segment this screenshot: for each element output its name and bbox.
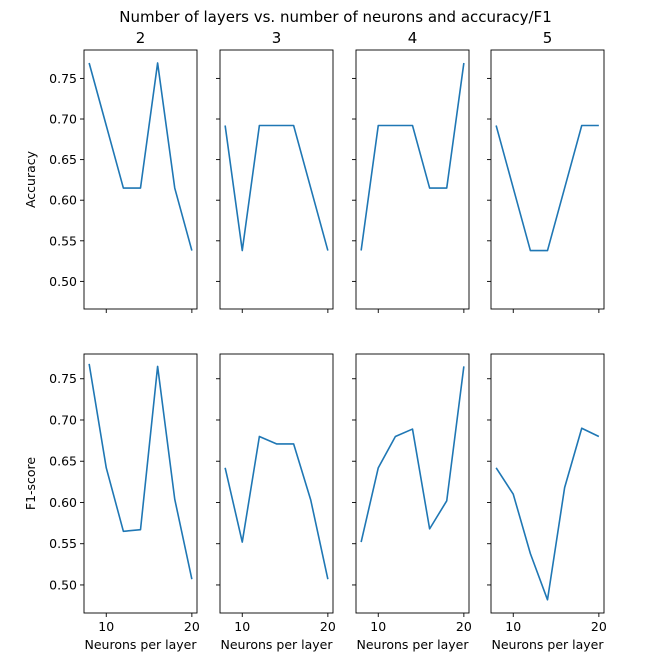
x-axis-label: Neurons per layer (357, 637, 470, 652)
x-axis-label: Neurons per layer (85, 637, 198, 652)
axes-frame-r1-c4 (490, 49, 605, 310)
x-axis-label: Neurons per layer (492, 637, 605, 652)
series-line-r2-c3 (360, 366, 465, 543)
y-tick-label: 0.60 (49, 495, 77, 510)
series-line-r1-c2 (224, 124, 329, 252)
panel-title: 3 (272, 29, 282, 47)
axes-frame-r2-c3 (355, 353, 470, 614)
series-line-r2-c1 (88, 363, 193, 580)
series-line-r1-c4 (495, 124, 599, 252)
panel-title: 2 (136, 29, 146, 47)
y-tick-label: 0.65 (49, 152, 77, 167)
x-tick-label: 20 (184, 619, 200, 634)
panel-title: 5 (543, 29, 553, 47)
panel-title: 4 (408, 29, 418, 47)
series-line-r1-c1 (88, 62, 193, 251)
x-axis-label: Neurons per layer (221, 637, 334, 652)
x-tick-label: 10 (234, 619, 250, 634)
y-tick-label: 0.65 (49, 454, 77, 469)
x-tick-label: 10 (98, 619, 114, 634)
axes-frame-r2-c1 (83, 353, 198, 614)
series-line-r2-c4 (495, 427, 600, 601)
axes-frame-r2-c2 (219, 353, 334, 614)
y-tick-label: 0.70 (49, 412, 77, 427)
x-tick-label: 10 (370, 619, 386, 634)
y-axis-label: F1-score (23, 457, 38, 511)
axes-frame-r1-c1 (83, 49, 198, 310)
series-line-r2-c2 (224, 435, 329, 580)
x-tick-label: 20 (320, 619, 336, 634)
y-tick-label: 0.50 (49, 577, 77, 592)
x-tick-label: 10 (505, 619, 521, 634)
axes-frame-r1-c2 (219, 49, 334, 310)
series-line-r1-c3 (360, 62, 465, 251)
y-tick-label: 0.70 (49, 112, 77, 127)
y-axis-label: Accuracy (23, 150, 38, 208)
y-tick-label: 0.75 (49, 71, 77, 86)
y-tick-label: 0.50 (49, 274, 77, 289)
y-tick-label: 0.75 (49, 371, 77, 386)
y-tick-label: 0.55 (49, 536, 77, 551)
axes-frame-r1-c3 (355, 49, 470, 310)
y-tick-label: 0.60 (49, 193, 77, 208)
figure-title: Number of layers vs. number of neurons a… (119, 8, 552, 26)
axes-frame-r2-c4 (490, 353, 605, 614)
x-tick-label: 20 (456, 619, 472, 634)
y-tick-label: 0.55 (49, 233, 77, 248)
x-tick-label: 20 (591, 619, 607, 634)
